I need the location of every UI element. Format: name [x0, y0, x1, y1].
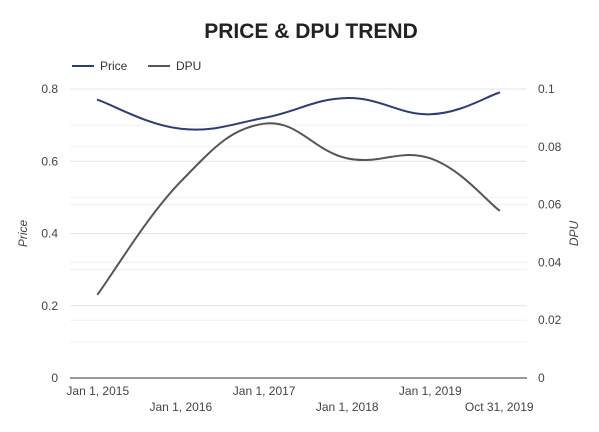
- data-point-price[interactable]: [496, 90, 502, 96]
- y-tick-left-label: 0.4: [41, 227, 58, 241]
- legend-item-price[interactable]: Price: [72, 59, 128, 73]
- y-tick-right-label: 0.1: [538, 82, 555, 96]
- y-tick-right-label: 0.08: [538, 140, 562, 154]
- y-tick-right-label: 0.04: [538, 255, 562, 269]
- series-line-dpu: [96, 122, 501, 296]
- series-price: [95, 90, 502, 132]
- series-line-price: [96, 91, 501, 131]
- y-tick-left-label: 0.8: [41, 82, 58, 96]
- x-tick-label: Jan 1, 2018: [316, 400, 379, 414]
- data-point-dpu[interactable]: [496, 207, 502, 213]
- data-point-price[interactable]: [427, 111, 433, 117]
- y-axis-right-title: DPU: [567, 221, 581, 247]
- x-axis: Jan 1, 2015 Jan 1, 2016 Jan 1, 2017 Jan 1, …: [66, 384, 534, 414]
- legend: Price DPU: [72, 59, 201, 73]
- x-tick-label: Jan 1, 2015: [66, 384, 129, 398]
- x-tick-label: Oct 31, 2019: [465, 400, 534, 414]
- legend-label-price: Price: [100, 59, 128, 73]
- y-axis-left: 0 0.2 0.4 0.6 0.8: [41, 82, 58, 385]
- y-tick-right-label: 0: [538, 371, 545, 385]
- data-point-price[interactable]: [344, 95, 350, 101]
- legend-label-dpu: DPU: [176, 59, 201, 73]
- x-tick-label: Jan 1, 2019: [399, 384, 462, 398]
- y-axis-left-title: Price: [16, 220, 30, 248]
- series-lines: [95, 90, 502, 297]
- legend-item-dpu[interactable]: DPU: [148, 59, 201, 73]
- data-point-dpu[interactable]: [178, 178, 184, 184]
- data-point-price[interactable]: [178, 126, 184, 132]
- series-dpu: [95, 121, 502, 297]
- data-point-dpu[interactable]: [261, 121, 267, 127]
- data-point-price[interactable]: [95, 97, 101, 103]
- x-tick-label: Jan 1, 2017: [233, 384, 296, 398]
- data-point-dpu[interactable]: [344, 155, 350, 161]
- y-tick-left-label: 0.6: [41, 154, 58, 168]
- data-point-dpu[interactable]: [95, 291, 101, 297]
- chart-title: PRICE & DPU TREND: [204, 20, 418, 43]
- x-tick-label: Jan 1, 2016: [149, 400, 212, 414]
- gridlines: [70, 88, 527, 379]
- y-tick-left-label: 0: [51, 371, 58, 385]
- y-tick-right-label: 0.02: [538, 313, 562, 327]
- y-tick-left-label: 0.2: [41, 299, 58, 313]
- y-tick-right-label: 0.06: [538, 198, 562, 212]
- y-axis-right: 0 0.02 0.04 0.06 0.08 0.1: [538, 82, 562, 385]
- data-point-price[interactable]: [261, 115, 267, 121]
- data-point-dpu[interactable]: [427, 155, 433, 161]
